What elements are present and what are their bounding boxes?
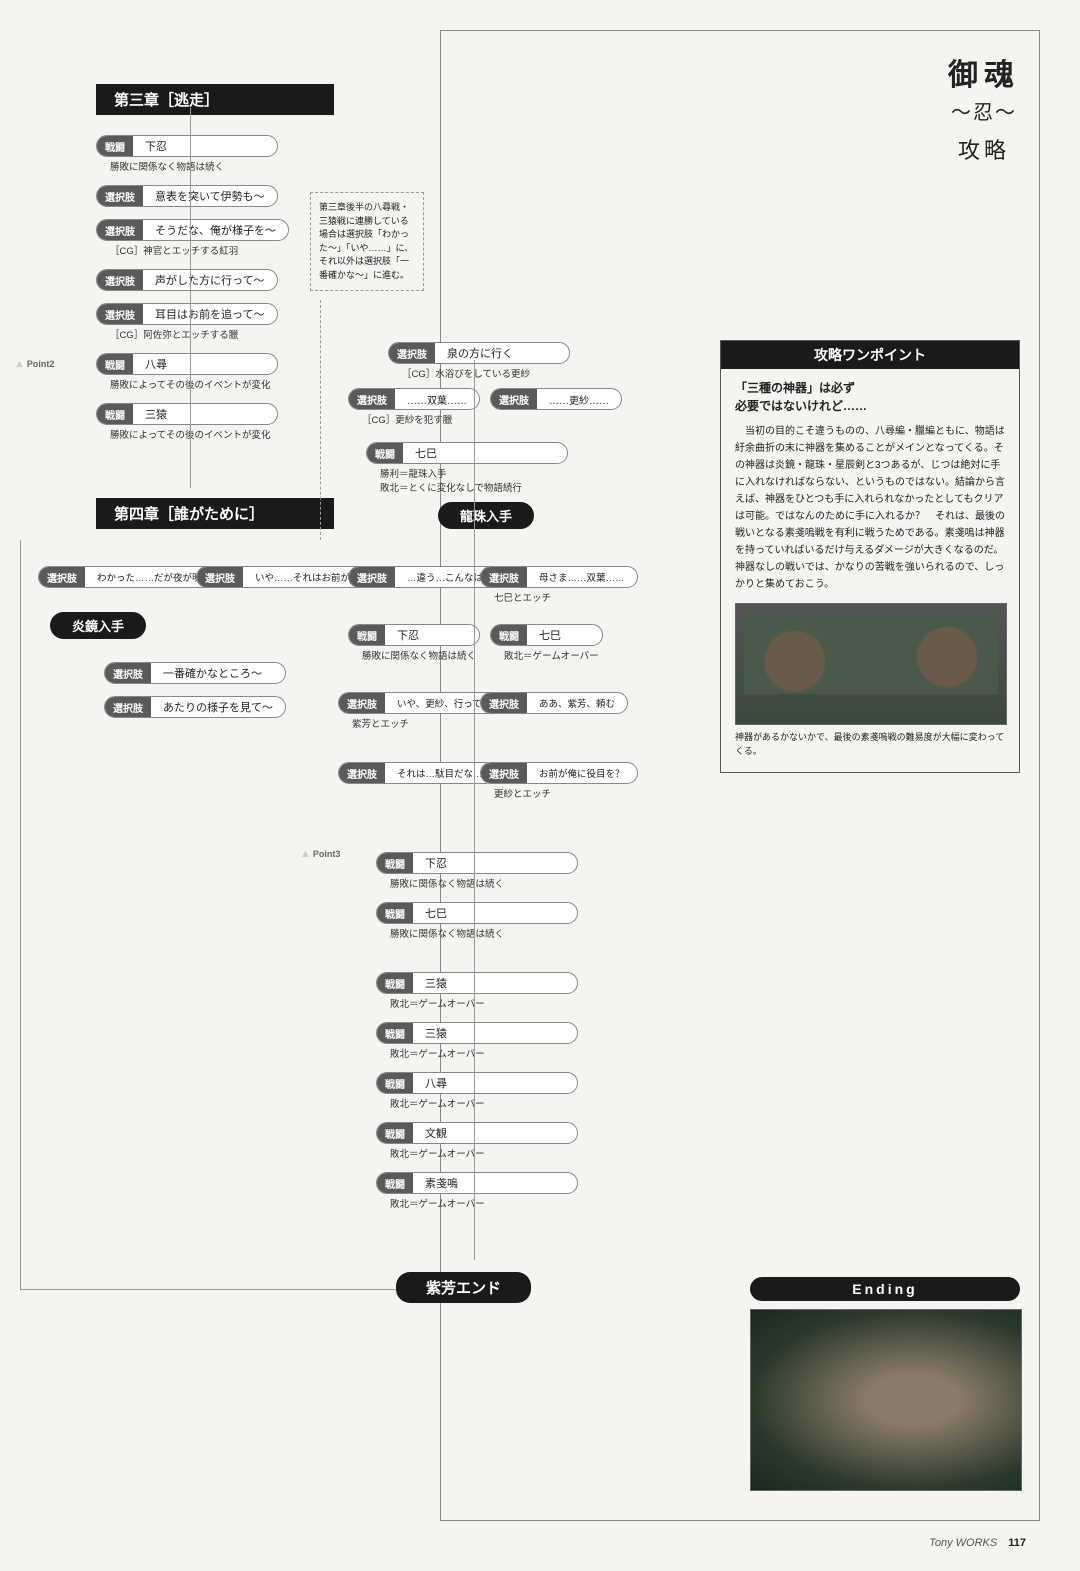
ryuju-badge: 龍珠入手 xyxy=(438,502,534,529)
sidebar-subhead: 「三種の神器」は必ず 必要ではないけれど…… xyxy=(735,379,1005,415)
game-title: 御魂 xyxy=(948,50,1020,94)
ending-block: Ending xyxy=(750,1277,1020,1491)
node-label: 下忍 xyxy=(133,136,179,156)
game-subtitle: 〜忍〜 xyxy=(948,96,1020,125)
sidebar-heading: 攻略ワンポイント xyxy=(721,341,1019,369)
sidebar-body: 当初の目的こそ違うものの、八尋編・臘編ともに、物語は紆余曲折の末に神器を集めるこ… xyxy=(735,423,1005,593)
enkyo-badge: 炎鏡入手 xyxy=(50,612,146,639)
chapter-4-header: 第四章［誰がために］ xyxy=(96,498,334,529)
footer-brand: Tony WORKS xyxy=(929,1537,997,1549)
ending-badge: 紫芳エンド xyxy=(396,1272,531,1303)
battle-tag: 戦闘 xyxy=(97,136,133,156)
screenshot-image xyxy=(735,603,1007,725)
ending-heading: Ending xyxy=(750,1277,1020,1301)
page-footer: Tony WORKS 117 xyxy=(929,1537,1026,1549)
callout-note: 第三章後半の八尋戦・三猿戦に連勝している場合は選択肢「わかった〜」「いや……」に… xyxy=(310,192,424,291)
ending-image xyxy=(750,1309,1022,1491)
section-label: 攻略 xyxy=(948,133,1020,165)
footer-page: 117 xyxy=(1008,1537,1026,1549)
chapter-3-header: 第三章［逃走］ xyxy=(96,84,334,115)
tips-sidebar: 攻略ワンポイント 「三種の神器」は必ず 必要ではないけれど…… 当初の目的こそ違… xyxy=(720,340,1020,773)
point-3-marker: Point3 xyxy=(300,848,340,860)
screenshot-caption: 神器があるかないかで、最後の素戔嗚戦の難易度が大幅に変わってくる。 xyxy=(735,731,1005,758)
node-sub: 勝敗に関係なく物語は続く xyxy=(96,157,278,173)
chapter-3-block: 第三章［逃走］ 戦闘下忍勝敗に関係なく物語は続く 選択肢意表を突いて伊勢も〜 選… xyxy=(96,84,334,447)
page-header: 御魂 〜忍〜 攻略 xyxy=(948,50,1020,165)
point-2-marker: Point2 xyxy=(14,358,54,370)
